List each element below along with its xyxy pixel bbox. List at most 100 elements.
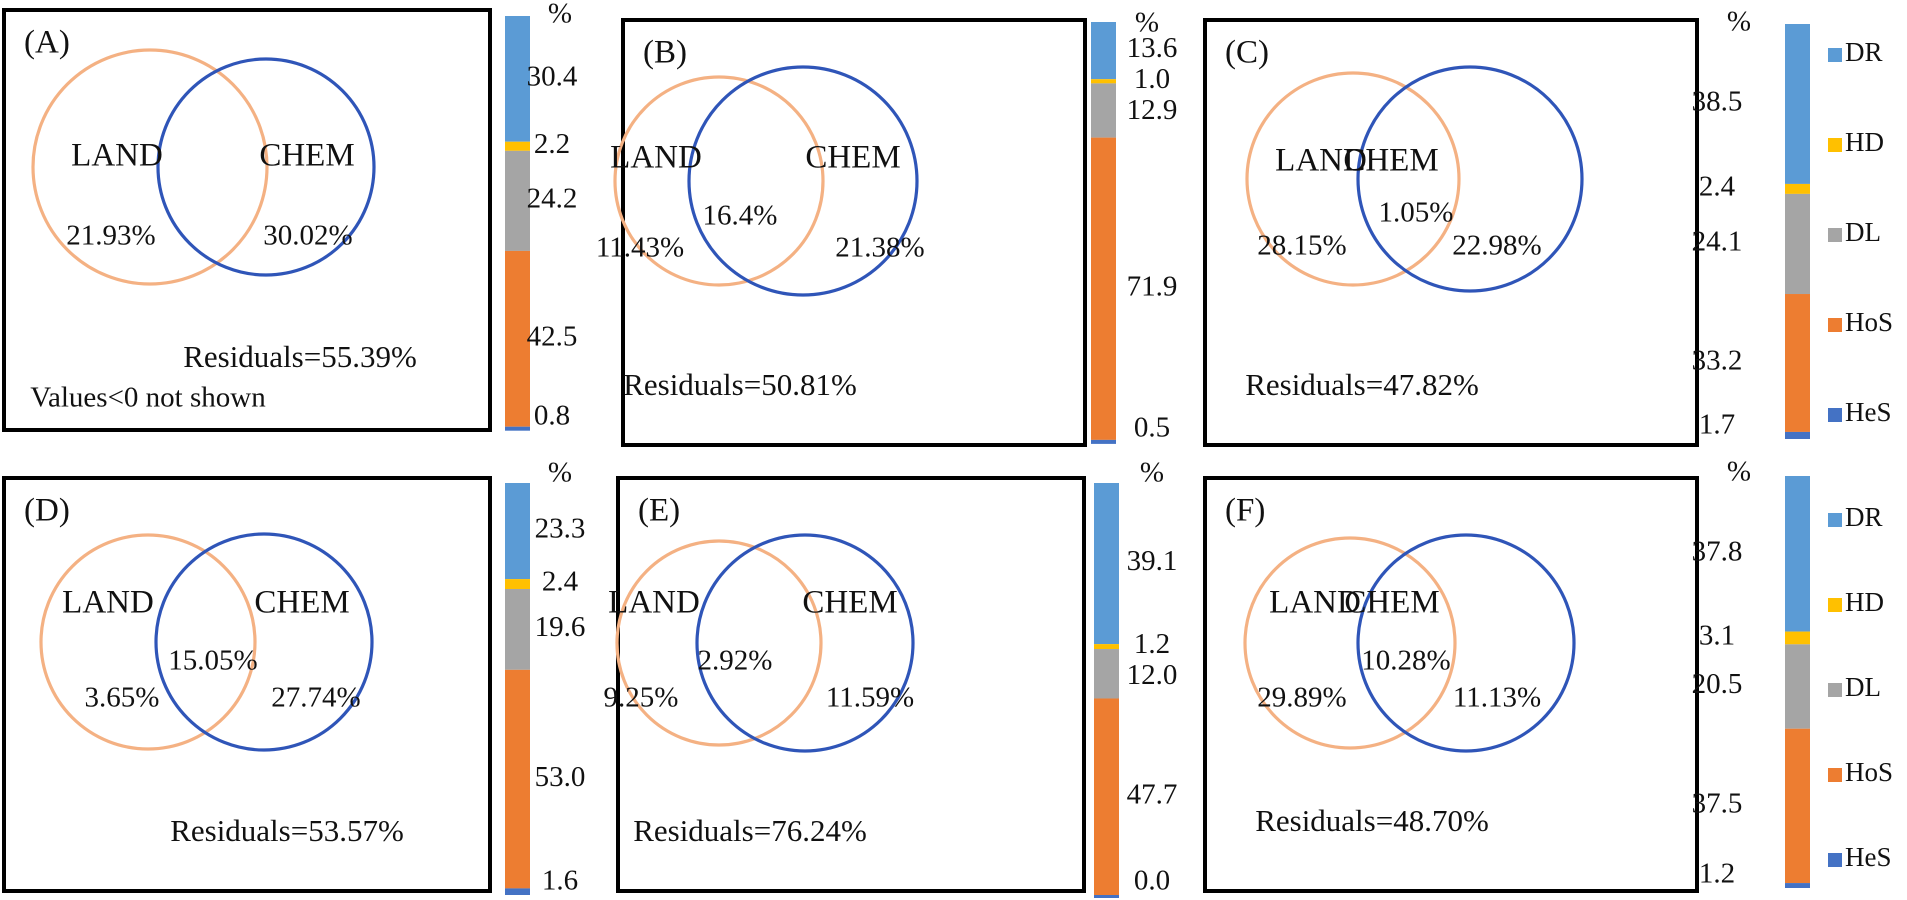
- panel-frame: [2, 8, 492, 432]
- bar-segment-dl: [1091, 83, 1116, 138]
- bar-value-hos: 47.7: [1127, 778, 1178, 810]
- bar-value-hd: 1.0: [1134, 63, 1170, 95]
- bar-segment-hes: [1785, 883, 1810, 888]
- note-text: Values<0 not shown: [30, 382, 266, 414]
- bar-segment-hos: [505, 250, 530, 427]
- residuals-value: Residuals=55.39%: [183, 339, 417, 374]
- legend-swatch-hd: [1828, 138, 1842, 152]
- panel-label: (D): [24, 493, 70, 529]
- percent-symbol: %: [1727, 456, 1751, 488]
- residuals-value: Residuals=53.57%: [170, 813, 404, 848]
- bar-segment-dr: [1785, 24, 1810, 184]
- legend-label-dl: DL: [1845, 672, 1881, 702]
- legend-swatch-hes: [1828, 853, 1842, 867]
- chem-circle: [687, 65, 919, 297]
- percent-symbol: %: [1727, 6, 1751, 38]
- land-circle: [1243, 536, 1457, 750]
- bar-segment-hd: [505, 579, 530, 589]
- legend-swatch-dl: [1828, 228, 1842, 242]
- bar-value-dr: 23.3: [535, 513, 586, 545]
- bar-value-hd: 1.2: [1134, 628, 1170, 660]
- shared-value: 1.05%: [1379, 197, 1454, 229]
- land-set-label: LAND: [1269, 585, 1361, 621]
- chem-set-label: CHEM: [805, 140, 900, 176]
- bar-segment-hos: [505, 669, 530, 889]
- bar-value-dr: 30.4: [527, 61, 578, 93]
- bar-segment-hos: [1785, 728, 1810, 884]
- residuals-value: Residuals=76.24%: [633, 813, 867, 848]
- panel-frame: [621, 18, 1087, 447]
- chem-circle: [154, 532, 374, 752]
- panel-d: (D) LAND CHEM 3.65%15.05% 27.74% Residuals=53…: [2, 457, 586, 897]
- land-circle: [31, 48, 269, 286]
- legend-label-hd: HD: [1845, 127, 1884, 157]
- chem-only-value: 30.02%: [263, 220, 352, 252]
- legend-label-hes: HeS: [1845, 842, 1892, 872]
- land-only-value: 9.25%: [604, 682, 679, 714]
- chem-only-value: 22.98%: [1452, 230, 1541, 262]
- bar-value-hes: 1.7: [1699, 409, 1735, 441]
- legend-swatch-hos: [1828, 768, 1842, 782]
- bar-value-hes: 0.0: [1134, 865, 1170, 897]
- bar-segment-hd: [1785, 183, 1810, 194]
- chem-only-value: 21.38%: [835, 232, 924, 264]
- bar-value-dl: 19.6: [535, 611, 586, 643]
- bar-segment-hes: [505, 888, 530, 895]
- bar-segment-hd: [505, 141, 530, 151]
- legend-swatch-hd: [1828, 598, 1842, 612]
- residuals-value: Residuals=47.82%: [1245, 367, 1479, 402]
- panel-label: (B): [643, 35, 687, 71]
- land-only-value: 21.93%: [66, 220, 155, 252]
- panel-a: (A) LAND CHEM 21.93% 30.02% Residuals=55.39% V…: [2, 0, 578, 432]
- bar-segment-hes: [1091, 439, 1116, 444]
- bar-segment-hos: [1091, 137, 1116, 440]
- legend-swatch-dr: [1828, 48, 1842, 62]
- percent-symbol: %: [1135, 7, 1159, 39]
- land-set-label: LAND: [1275, 143, 1367, 179]
- panel-frame: [1203, 18, 1699, 447]
- bar-value-dl: 20.5: [1692, 668, 1743, 700]
- stacked-bar-b: [1091, 22, 1116, 444]
- legend-label-hes: HeS: [1845, 397, 1892, 427]
- legend-label-dr: DR: [1845, 37, 1883, 67]
- bar-segment-dl: [505, 150, 530, 251]
- legend-swatch-dl: [1828, 683, 1842, 697]
- bar-segment-hd: [1091, 79, 1116, 84]
- bar-segment-dl: [505, 588, 530, 670]
- bar-segment-hd: [1785, 631, 1810, 645]
- bar-value-hes: 0.8: [534, 400, 570, 432]
- bar-segment-dl: [1785, 644, 1810, 729]
- bar-segment-dr: [505, 483, 530, 580]
- legend-bottom: DR HD DL HoS HeS: [1828, 502, 1893, 872]
- legend-label-dr: DR: [1845, 502, 1883, 532]
- land-only-value: 29.89%: [1257, 682, 1346, 714]
- residuals-value: Residuals=50.81%: [623, 367, 857, 402]
- shared-value: 15.05%: [168, 645, 257, 677]
- chem-only-value: 11.59%: [826, 682, 914, 714]
- bar-value-hd: 2.2: [534, 128, 570, 160]
- panel-label: (E): [638, 493, 680, 529]
- bar-segment-dr: [505, 16, 530, 142]
- land-circle: [1245, 71, 1461, 287]
- chem-circle: [1356, 65, 1584, 293]
- panel-label: (A): [24, 25, 70, 61]
- bar-segment-hd: [1094, 644, 1119, 650]
- bar-value-dr: 13.6: [1127, 32, 1178, 64]
- shared-value: 2.92%: [698, 645, 773, 677]
- panel-b: (B) LAND CHEM 11.43% 16.4% 21.38% Residuals=50…: [596, 7, 1178, 447]
- land-set-label: LAND: [608, 585, 700, 621]
- land-circle: [39, 533, 257, 751]
- bar-segment-hes: [1785, 431, 1810, 439]
- chem-only-value: 27.74%: [271, 682, 360, 714]
- panel-e: (E) LAND CHEM 9.25% 2.92% 11.59% Residuals=76.…: [604, 457, 1178, 898]
- bar-segment-hos: [1785, 294, 1810, 432]
- land-set-label: LAND: [62, 585, 154, 621]
- bar-segment-dl: [1094, 649, 1119, 699]
- shared-value: 16.4%: [703, 200, 778, 232]
- land-set-label: LAND: [71, 138, 163, 174]
- chem-set-label: CHEM: [802, 585, 897, 621]
- legend-swatch-dr: [1828, 513, 1842, 527]
- bar-value-hd: 3.1: [1699, 620, 1735, 652]
